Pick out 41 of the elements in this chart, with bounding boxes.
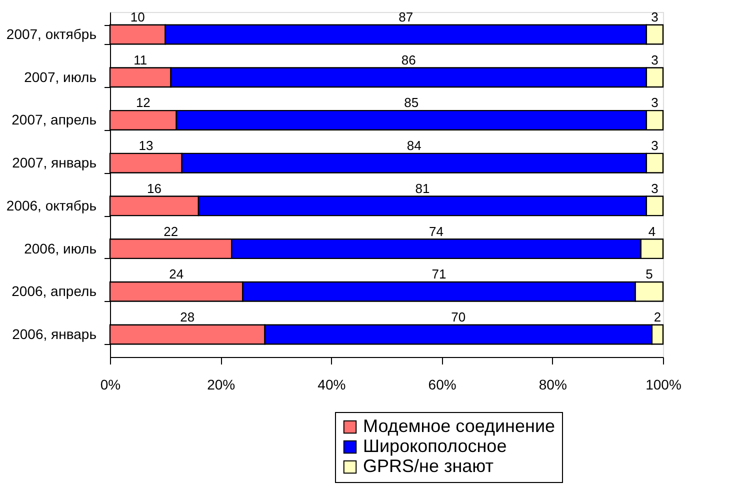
y-tick-label: 2007, октябрь	[6, 26, 96, 42]
data-label: 2	[654, 310, 662, 324]
x-tick-label: 0%	[100, 376, 121, 392]
x-tick-label: 20%	[207, 376, 236, 392]
data-label: 4	[648, 224, 656, 239]
x-tick-label: 40%	[318, 376, 346, 392]
data-label: 3	[651, 180, 658, 196]
data-label: 28	[180, 310, 195, 324]
data-label: 86	[401, 52, 416, 68]
data-label: 71	[432, 266, 446, 282]
y-tick-label: 2006, апрель	[12, 283, 96, 300]
legend-label: Широкополосное	[363, 436, 507, 456]
data-label: 87	[398, 10, 414, 24]
data-label: 24	[169, 266, 184, 282]
data-label: 22	[164, 224, 178, 239]
data-label: 13	[138, 138, 154, 154]
x-tick-label: 100%	[646, 376, 682, 392]
data-label: 3	[651, 95, 658, 110]
y-tick-label: 2007, июль	[24, 68, 96, 85]
y-tick-label: 2006, январь	[12, 326, 96, 342]
data-label: 5	[646, 266, 653, 282]
x-tick-label: 60%	[428, 376, 456, 392]
data-label: 84	[406, 138, 422, 154]
y-tick-label: 2007, апрель	[12, 112, 96, 128]
data-label: 12	[136, 95, 150, 110]
data-label: 11	[134, 52, 148, 68]
data-label: 10	[130, 10, 145, 24]
y-tick-label: 2007, январь	[12, 154, 96, 171]
legend-label: Модемное соединение	[363, 416, 556, 436]
data-label: 81	[415, 180, 430, 196]
data-label: 3	[651, 10, 658, 24]
data-label: 85	[404, 95, 419, 110]
data-label: 74	[429, 224, 444, 239]
data-label: 16	[147, 180, 162, 196]
y-tick-label: 2006, июль	[24, 240, 96, 256]
data-label: 3	[651, 138, 658, 154]
x-tick-label: 80%	[538, 376, 567, 392]
legend-label: GPRS/не знают	[363, 456, 494, 476]
data-label: 70	[451, 310, 466, 324]
y-tick-label: 2006, октябрь	[6, 197, 96, 214]
data-label: 3	[651, 52, 658, 68]
